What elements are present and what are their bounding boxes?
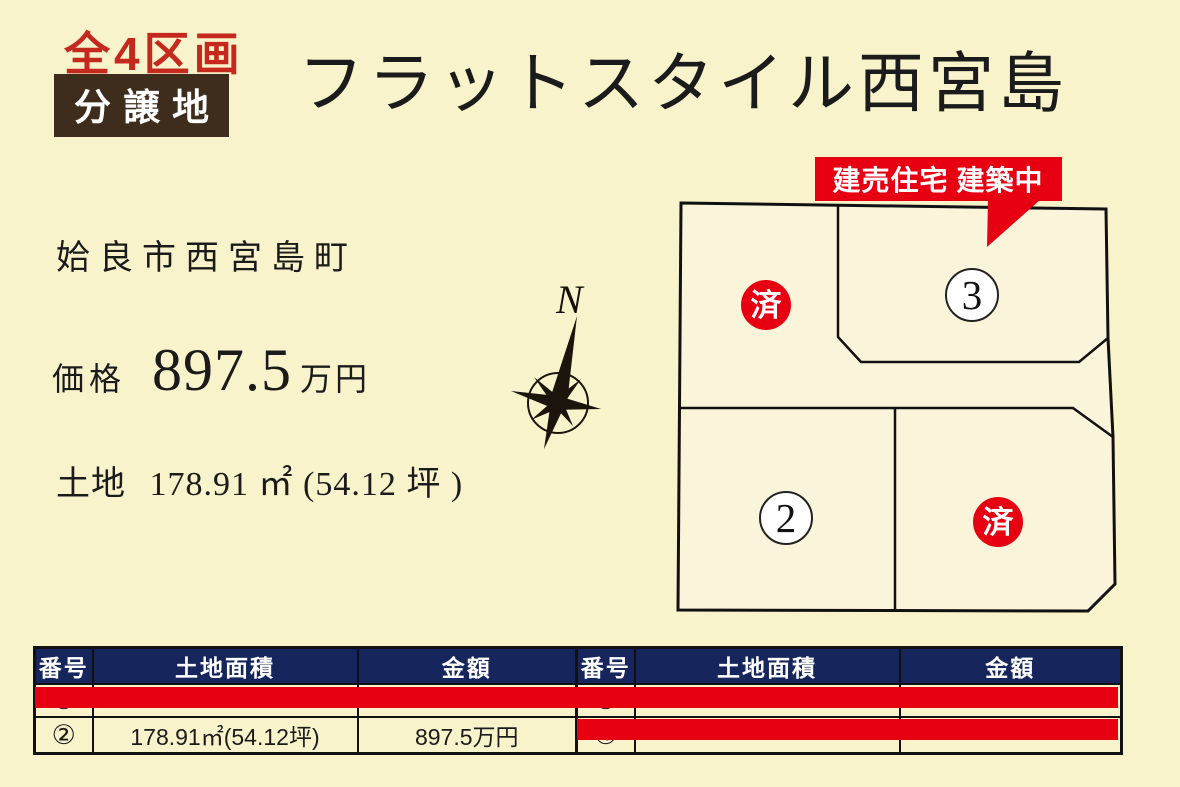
table-header-row: 番号 土地面積 金額 番号 土地面積 金額 <box>33 646 1123 685</box>
price-line: 価格 897.5 万円 <box>52 336 370 405</box>
sold-strikethrough-bar <box>577 719 1118 740</box>
lot2-number-circle: 2 <box>759 491 813 545</box>
compass-circle <box>527 372 589 434</box>
land-label: 土地 <box>56 466 126 503</box>
col-header-area: 土地面積 <box>91 646 359 685</box>
price-value: 897.5 <box>152 337 293 403</box>
compass-star <box>511 316 601 449</box>
price-label: 価格 <box>52 361 127 397</box>
col-header-number: 番号 <box>575 646 636 685</box>
subdivision-badge: 分譲地 <box>54 74 229 137</box>
lot4-sold-label: 済 <box>983 505 1015 540</box>
site-plan-map: 済 3 2 済 建売住宅 建築中 <box>676 157 1117 613</box>
lot2-number-label: 2 <box>776 495 797 541</box>
col-header-number: 番号 <box>33 646 94 685</box>
lot-number-cell: ② <box>33 716 94 755</box>
lot3-number-circle: 3 <box>945 268 999 322</box>
col-header-area: 土地面積 <box>633 646 901 685</box>
address-text: 姶良市西宮島町 <box>56 240 357 277</box>
compass-rose-icon: N <box>511 277 601 449</box>
construction-callout: 建売住宅 建築中 <box>815 157 1062 247</box>
units-count-badge: 全4区画 <box>64 28 244 80</box>
price-table-section: 番号 土地面積 金額 番号 土地面積 金額 ① ③ ② 178.91㎡(54.1… <box>33 646 1123 755</box>
lot-area-cell: 178.91㎡(54.12坪) <box>91 716 359 755</box>
lot-price-cell: 897.5万円 <box>356 716 578 755</box>
lot4-sold-badge: 済 <box>973 497 1023 547</box>
lot1-sold-label: 済 <box>751 288 783 323</box>
land-area-line: 土地 178.91 ㎡ (54.12 坪 ) <box>56 456 463 505</box>
lot1-sold-badge: 済 <box>741 280 791 330</box>
middle-divider-line <box>681 406 1114 439</box>
compass-north-label: N <box>555 277 585 322</box>
sold-strikethrough-bar <box>35 687 1118 708</box>
lot3-number-label: 3 <box>962 272 983 318</box>
col-header-price: 金額 <box>356 646 578 685</box>
col-header-price: 金額 <box>898 646 1123 685</box>
callout-label: 建売住宅 建築中 <box>832 164 1043 197</box>
page-title: フラットスタイル西宮島 <box>298 48 1068 121</box>
callout-box <box>815 157 1062 201</box>
callout-tail <box>987 200 1040 247</box>
lot3-divider-line <box>836 206 1109 364</box>
land-value: 178.91 ㎡ (54.12 坪 ) <box>149 466 464 503</box>
price-unit: 万円 <box>300 361 371 397</box>
